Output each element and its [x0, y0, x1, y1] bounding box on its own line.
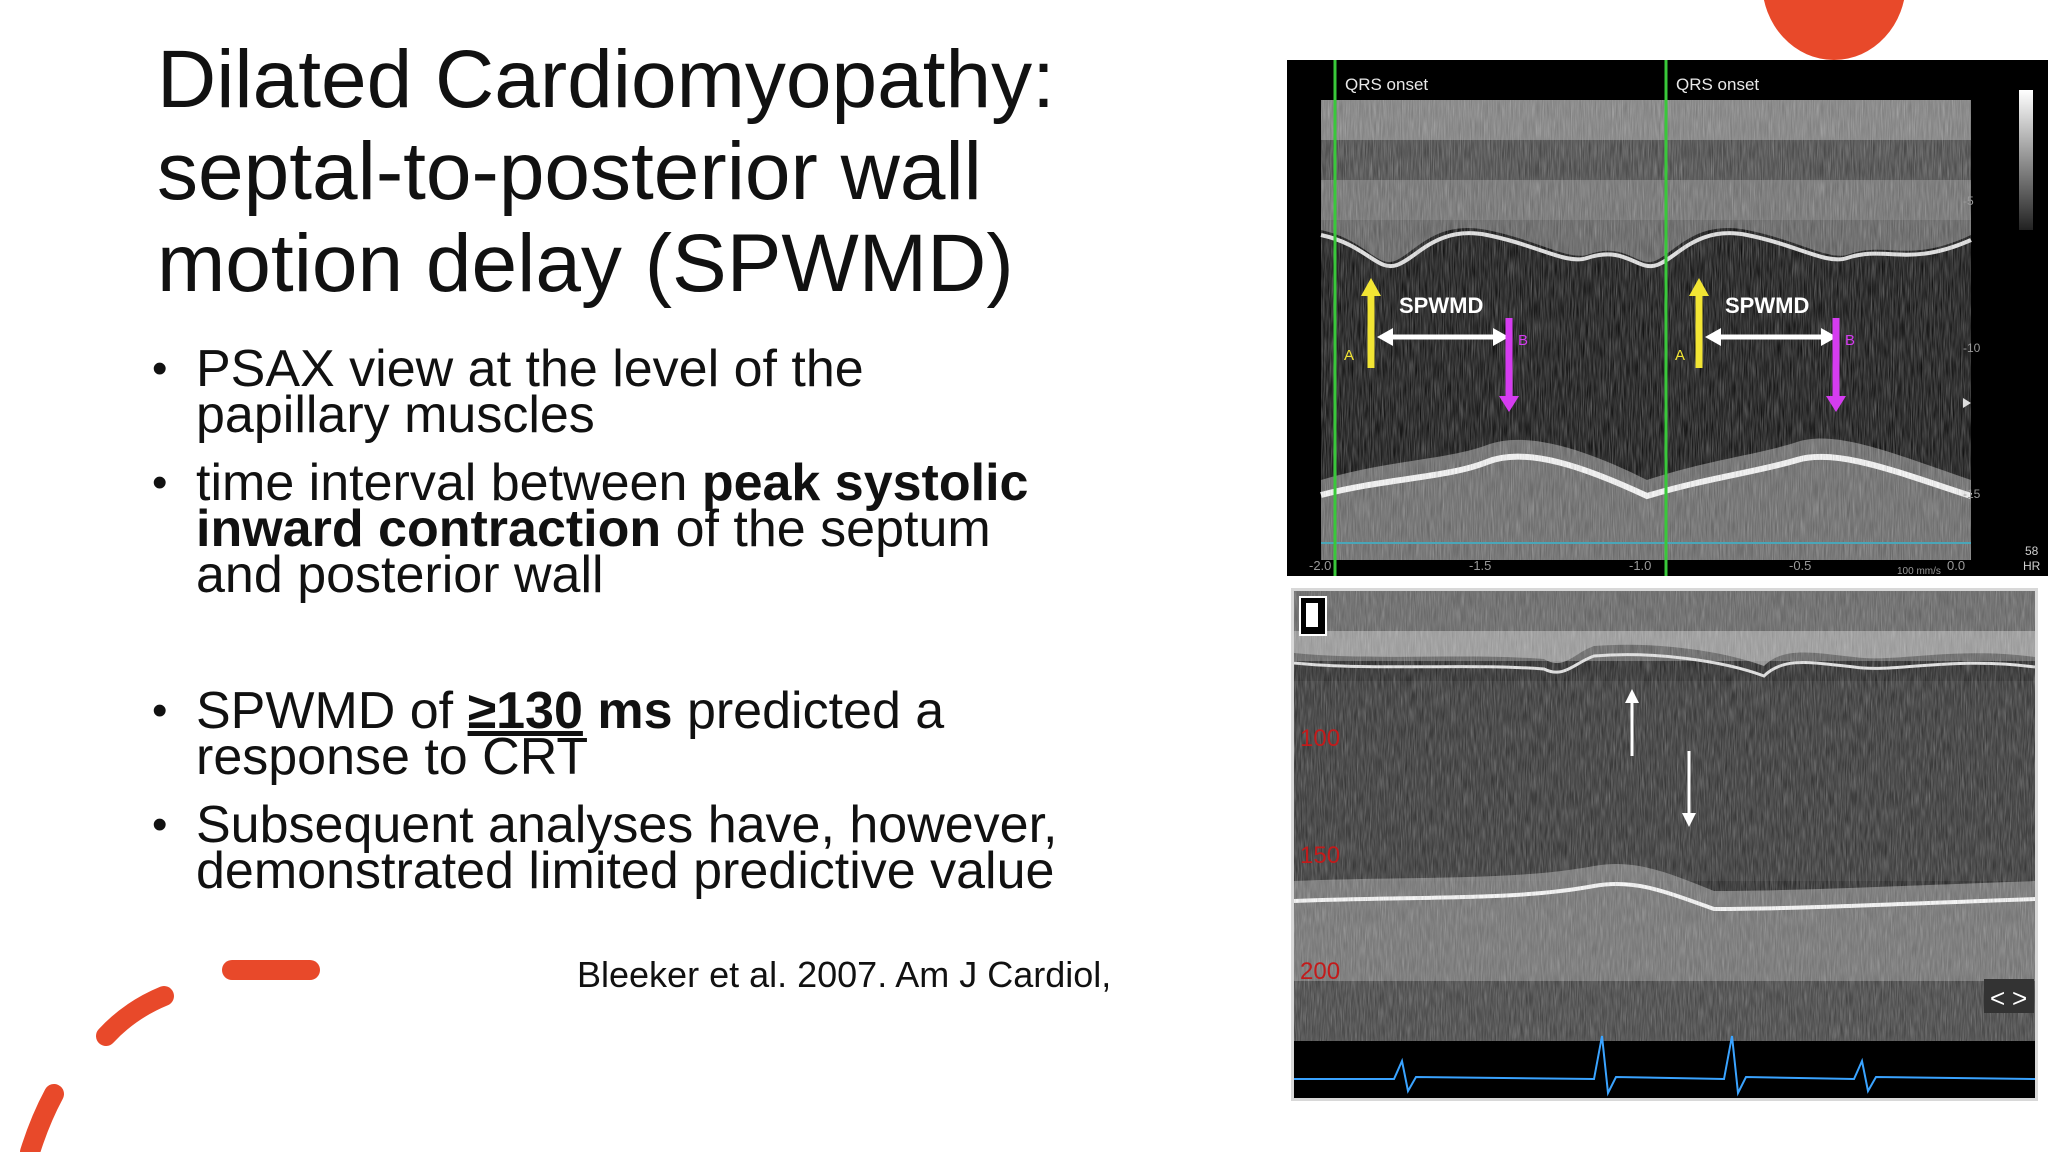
bullet-3-unit: ms [582, 682, 673, 740]
bullet-2-text-b: of the septum [661, 500, 991, 558]
mmode-top-graphic: QRS onset QRS onset A SPWMD B A SPWMD B … [1287, 60, 2048, 576]
heart-rate-value: 58 [2025, 544, 2039, 558]
x-tick: -1.5 [1469, 558, 1491, 573]
bullet-limited-value: Subsequent analyses have, however, demon… [152, 799, 1212, 897]
bullet-time-interval: time interval between peak systolic inwa… [152, 457, 1212, 601]
bullet-2-bold-b: inward contraction [196, 500, 662, 558]
depth-label: 200 [1300, 958, 1340, 985]
depth-tick: -5 [1963, 194, 1974, 208]
depth-tick: -15 [1963, 487, 1981, 501]
decorative-circle [1762, 0, 1906, 60]
title-line-1: Dilated Cardiomyopathy: [157, 34, 1055, 125]
bullet-1-line-1: PSAX view at the level of the [196, 340, 864, 398]
mmode-image-top: QRS onset QRS onset A SPWMD B A SPWMD B … [1287, 60, 2048, 576]
depth-label: 100 [1300, 725, 1340, 752]
label-a-2: A [1675, 347, 1685, 364]
reference-citation: Bleeker et al. 2007. Am J Cardiol, [577, 954, 1112, 995]
bullet-3-text-b: predicted a [672, 682, 945, 740]
x-tick: 0.0 [1947, 558, 1965, 573]
label-b-2: B [1845, 332, 1855, 349]
title-line-2: septal-to-posterior wall [157, 126, 982, 217]
bullet-2-bold-a: peak systolic [701, 454, 1029, 512]
mmode-image-bottom: 100 150 200 < > [1291, 588, 2038, 1101]
bullet-4-line-1: Subsequent analyses have, however, [196, 796, 1058, 854]
bullet-3-threshold: ≥130 [467, 682, 583, 740]
x-tick: -2.0 [1309, 558, 1331, 573]
heart-rate-label: HR [2023, 559, 2041, 573]
bullet-list: PSAX view at the level of the papillary … [152, 343, 1212, 897]
depth-label: 150 [1300, 842, 1340, 869]
qrs-onset-label-2: QRS onset [1676, 75, 1759, 94]
x-tick: -0.5 [1789, 558, 1811, 573]
spwmd-label-2: SPWMD [1725, 293, 1809, 318]
focus-marker [1963, 398, 1971, 408]
bullet-spwmd-threshold: SPWMD of ≥130 ms predicted a response to… [152, 685, 1212, 783]
bullet-3-line-2: response to CRT [196, 728, 589, 786]
sweep-speed: 100 mm/s [1897, 566, 1941, 576]
title-line-3: motion delay (SPWMD) [157, 218, 1014, 309]
x-tick: -1.0 [1629, 558, 1651, 573]
nav-next-chevron-icon[interactable]: > [2012, 983, 2027, 1013]
ecg-trace [1294, 1035, 2035, 1097]
nav-prev-chevron-icon[interactable]: < [1990, 983, 2005, 1013]
grayscale-bar [2019, 90, 2033, 230]
label-a-1: A [1344, 347, 1354, 364]
bullet-2-text-a: time interval between [196, 454, 702, 512]
spwmd-label-1: SPWMD [1399, 293, 1483, 318]
bullet-3-text-a: SPWMD of [196, 682, 468, 740]
image-nav[interactable] [1984, 979, 2034, 1013]
mmode-bottom-graphic: 100 150 200 < > [1294, 591, 2035, 1098]
bullet-4-line-2: demonstrated limited predictive value [196, 842, 1055, 900]
bullet-2-line-3: and posterior wall [196, 546, 604, 604]
bullet-psax-view: PSAX view at the level of the papillary … [152, 343, 1212, 441]
slide-title: Dilated Cardiomyopathy: septal-to-poster… [157, 34, 1257, 310]
bullet-1-line-2: papillary muscles [196, 386, 595, 444]
qrs-onset-label-1: QRS onset [1345, 75, 1428, 94]
label-b-1: B [1518, 332, 1528, 349]
depth-tick: -10 [1963, 341, 1981, 355]
